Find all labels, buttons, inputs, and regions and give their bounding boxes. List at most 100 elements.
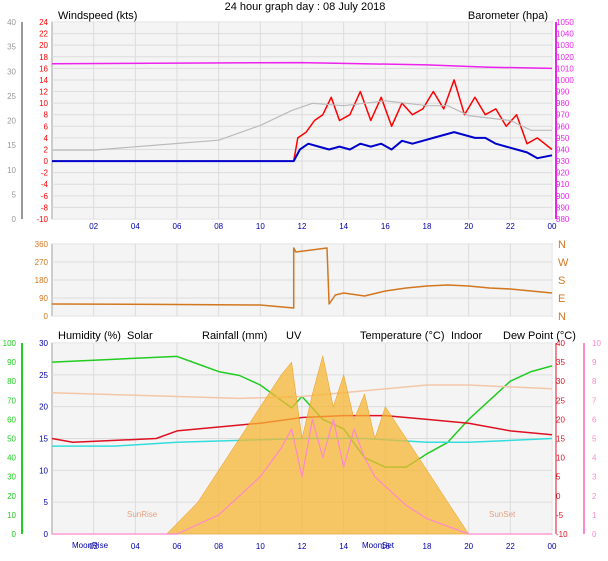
x-tick-label-bottom: 16: [381, 542, 390, 551]
grey-trace-line: [52, 100, 552, 151]
windspeed-axis-tick-label: -8: [41, 203, 49, 212]
uv-axis-tick-label: 10: [592, 339, 601, 348]
humidity-axis-tick-label: 30: [7, 473, 16, 482]
annotation-sunset: SunSet: [489, 510, 516, 519]
temperature-axis-tick-label: 25: [556, 396, 565, 405]
windspeed-axis-tick-label: 10: [39, 99, 48, 108]
humidity-axis-tick-label: 90: [7, 358, 16, 367]
wind-direction-axis-tick-label: 180: [35, 276, 49, 285]
x-tick-label-top: 20: [464, 222, 473, 231]
uv-axis-tick-label: 9: [592, 358, 597, 367]
legend-dew-point: Dew Point (°C): [503, 330, 576, 342]
barometer-axis-tick-label: 920: [556, 169, 570, 178]
wind-direction-axis-tick-label: 0: [44, 312, 49, 321]
uv-axis-tick-label: 7: [592, 396, 597, 405]
humidity-axis-tick-label: 10: [7, 511, 16, 520]
grey-axis-tick-label: 10: [7, 166, 16, 175]
windspeed-axis-tick-label: 6: [44, 122, 49, 131]
x-tick-label-bottom: 10: [256, 542, 265, 551]
x-tick-label-bottom: 08: [214, 542, 223, 551]
barometer-axis-tick-label: 980: [556, 99, 570, 108]
barometer-axis-tick-label: 1010: [556, 64, 574, 73]
windspeed-axis-tick-label: -6: [41, 192, 49, 201]
x-tick-label-top: 14: [339, 222, 348, 231]
temperature-axis-tick-label: 30: [556, 377, 565, 386]
wind-direction-line: [51, 247, 553, 309]
rainfall-axis-tick-label: 5: [44, 498, 49, 507]
wind-direction-axis-tick-label: 270: [35, 258, 49, 267]
barometer-axis-tick-label: 930: [556, 157, 570, 166]
windspeed-axis-tick-label: 8: [44, 111, 49, 120]
humidity-axis-tick-label: 20: [7, 492, 16, 501]
x-tick-label-top: 22: [506, 222, 515, 231]
compass-tick-label: N: [558, 311, 566, 323]
humidity-axis-tick-label: 40: [7, 454, 16, 463]
uv-axis-tick-label: 1: [592, 511, 597, 520]
temperature-axis-tick-label: 0: [556, 492, 561, 501]
x-tick-label-top: 16: [381, 222, 390, 231]
humidity-axis-tick-label: 70: [7, 396, 16, 405]
uv-axis-tick-label: 4: [592, 454, 597, 463]
windspeed-axis-tick-label: -10: [36, 215, 48, 224]
uv-axis-tick-label: 2: [592, 492, 597, 501]
legend-rainfall: Rainfall (mm): [202, 330, 267, 342]
x-tick-label-bottom: 02: [89, 542, 98, 551]
uv-axis-tick-label: 5: [592, 435, 597, 444]
windspeed-axis-tick-label: -2: [41, 169, 49, 178]
windspeed-axis-tick-label: -4: [41, 180, 49, 189]
rainfall-axis-tick-label: 30: [39, 339, 48, 348]
windspeed-axis-tick-label: 18: [39, 53, 48, 62]
humidity-axis-tick-label: 50: [7, 435, 16, 444]
windspeed-axis-tick-label: 14: [39, 76, 48, 85]
barometer-axis-tick-label: 990: [556, 88, 570, 97]
rainfall-axis-tick-label: 15: [39, 435, 48, 444]
rainfall-axis-tick-label: 10: [39, 466, 48, 475]
legend-humidity: Humidity (%): [58, 330, 121, 342]
windspeed-axis-tick-label: 12: [39, 88, 48, 97]
barometer-axis-tick-label: 900: [556, 192, 570, 201]
temperature-axis-tick-label: 15: [556, 435, 565, 444]
x-tick-label-bottom: 04: [131, 542, 140, 551]
barometer-axis-tick-label: 940: [556, 145, 570, 154]
barometer-axis-tick-label: 960: [556, 122, 570, 131]
rainfall-axis-tick-label: 20: [39, 403, 48, 412]
x-tick-label-top: 10: [256, 222, 265, 231]
uv-axis-tick-label: 6: [592, 415, 597, 424]
barometer-axis-tick-label: 1050: [556, 18, 574, 27]
x-tick-label-top: 00: [548, 222, 557, 231]
windspeed-gust-line: [52, 79, 553, 162]
temperature-axis-tick-label: 40: [556, 339, 565, 348]
legend-indoor: Indoor: [451, 330, 483, 342]
x-tick-label-bottom: 20: [464, 542, 473, 551]
legend-temperature: Temperature (°C): [360, 330, 444, 342]
compass-tick-label: W: [558, 257, 569, 269]
x-tick-label-top: 08: [214, 222, 223, 231]
windspeed-axis-tick-label: 0: [44, 157, 49, 166]
x-tick-label-bottom: 06: [173, 542, 182, 551]
rainfall-axis-tick-label: 0: [44, 530, 49, 539]
compass-tick-label: N: [558, 239, 566, 251]
windspeed-axis-label: Windspeed (kts): [58, 10, 137, 22]
windspeed-axis-tick-label: 24: [39, 18, 48, 27]
annotation-moonset: MoonSet: [362, 541, 395, 550]
barometer-axis-tick-label: 1040: [556, 30, 574, 39]
wind-direction-axis-tick-label: 360: [35, 240, 49, 249]
barometer-axis-tick-label: 1030: [556, 41, 574, 50]
legend-solar: Solar: [127, 330, 153, 342]
humidity-axis-tick-label: 80: [7, 377, 16, 386]
barometer-axis-tick-label: 1020: [556, 53, 574, 62]
barometer-axis-tick-label: 880: [556, 215, 570, 224]
windspeed-axis-tick-label: 16: [39, 64, 48, 73]
temperature-axis-tick-label: 20: [556, 415, 565, 424]
uv-axis-tick-label: 0: [592, 530, 597, 539]
x-tick-label-bottom: 12: [298, 542, 307, 551]
temperature-axis-tick-label: 5: [556, 473, 561, 482]
x-tick-label-top: 02: [89, 222, 98, 231]
grey-axis-tick-label: 35: [7, 43, 16, 52]
compass-tick-label: E: [558, 293, 565, 305]
x-tick-label-top: 18: [423, 222, 432, 231]
grey-axis-tick-label: 30: [7, 67, 16, 76]
temperature-axis-tick-label: 10: [556, 454, 565, 463]
